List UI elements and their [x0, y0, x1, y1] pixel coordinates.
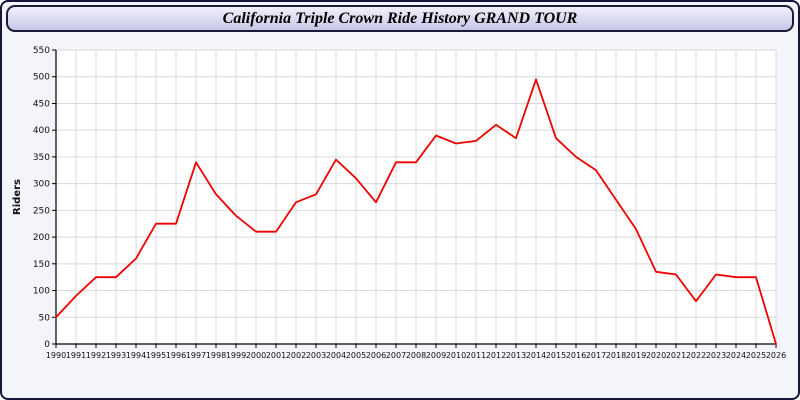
svg-text:550: 550	[33, 46, 50, 56]
svg-text:400: 400	[33, 126, 50, 136]
svg-text:1992: 1992	[86, 351, 106, 360]
svg-text:2025: 2025	[746, 351, 766, 360]
svg-text:2021: 2021	[666, 351, 686, 360]
svg-text:2005: 2005	[346, 351, 366, 360]
svg-text:2010: 2010	[446, 351, 466, 360]
svg-text:2026: 2026	[766, 351, 786, 360]
svg-text:1994: 1994	[126, 351, 146, 360]
svg-text:2000: 2000	[246, 351, 266, 360]
svg-text:2016: 2016	[566, 351, 586, 360]
svg-text:1999: 1999	[226, 351, 246, 360]
svg-text:2015: 2015	[546, 351, 566, 360]
svg-text:250: 250	[33, 206, 50, 216]
svg-text:1996: 1996	[166, 351, 186, 360]
svg-text:2022: 2022	[686, 351, 706, 360]
svg-text:350: 350	[33, 153, 50, 163]
svg-text:2003: 2003	[306, 351, 326, 360]
svg-text:50: 50	[39, 313, 51, 323]
chart-title-bar: California Triple Crown Ride History GRA…	[6, 5, 794, 32]
svg-text:2024: 2024	[726, 351, 746, 360]
svg-text:2017: 2017	[586, 351, 606, 360]
svg-text:2023: 2023	[706, 351, 726, 360]
svg-text:2001: 2001	[266, 351, 286, 360]
svg-text:1998: 1998	[206, 351, 226, 360]
svg-text:2009: 2009	[426, 351, 446, 360]
svg-text:1991: 1991	[66, 351, 86, 360]
svg-text:2006: 2006	[366, 351, 386, 360]
svg-text:2011: 2011	[466, 351, 486, 360]
svg-text:100: 100	[33, 287, 50, 297]
svg-text:2018: 2018	[606, 351, 626, 360]
svg-text:2019: 2019	[626, 351, 646, 360]
svg-text:Riders: Riders	[12, 179, 23, 215]
svg-text:1995: 1995	[146, 351, 166, 360]
svg-text:1997: 1997	[186, 351, 206, 360]
svg-text:300: 300	[33, 180, 50, 190]
svg-text:1990: 1990	[46, 351, 66, 360]
svg-text:200: 200	[33, 233, 50, 243]
svg-text:2004: 2004	[326, 351, 346, 360]
svg-text:1993: 1993	[106, 351, 126, 360]
svg-text:2002: 2002	[286, 351, 306, 360]
svg-text:2014: 2014	[526, 351, 546, 360]
svg-text:2008: 2008	[406, 351, 426, 360]
page-title: California Triple Crown Ride History GRA…	[222, 9, 578, 27]
svg-text:2020: 2020	[646, 351, 666, 360]
svg-text:500: 500	[33, 73, 50, 83]
svg-text:2012: 2012	[486, 351, 506, 360]
chart-panel: 0 50 100 150 200 250 300 350 400 450 500 550 1990 199…	[8, 38, 790, 394]
svg-text:450: 450	[33, 99, 50, 109]
svg-text:2013: 2013	[506, 351, 526, 360]
svg-text:150: 150	[33, 260, 50, 270]
svg-text:2007: 2007	[386, 351, 406, 360]
svg-text:0: 0	[44, 340, 50, 350]
